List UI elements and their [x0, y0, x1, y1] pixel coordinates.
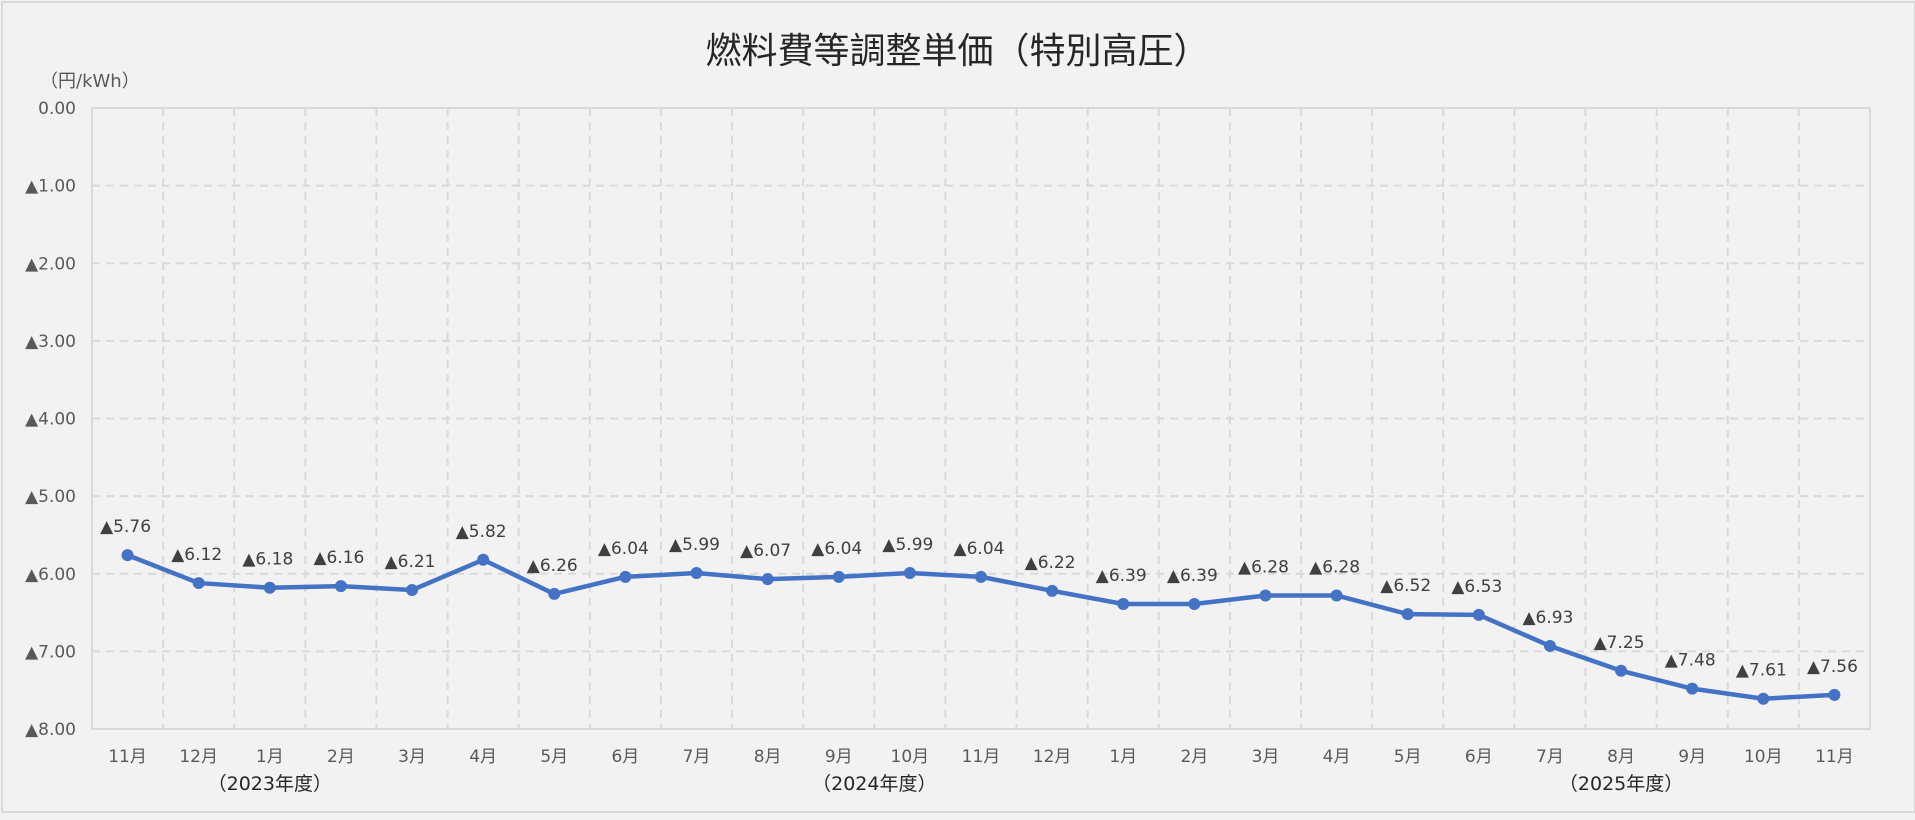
x-tick-label: 4月: [1323, 747, 1351, 767]
y-tick-label: ▲2.00: [25, 254, 76, 274]
data-label: ▲6.39: [1096, 566, 1147, 586]
x-tick-label: 8月: [754, 747, 782, 767]
x-tick-label: 11月: [1815, 747, 1854, 767]
x-tick-label: 10月: [1744, 747, 1783, 767]
data-label: ▲7.25: [1594, 633, 1645, 653]
data-label: ▲7.48: [1665, 651, 1716, 671]
data-point-marker: [903, 566, 916, 579]
y-tick-label: ▲7.00: [25, 642, 76, 662]
plot-area: [91, 107, 1871, 730]
x-tick-label: 4月: [469, 747, 497, 767]
data-point-marker: [1259, 589, 1272, 602]
y-axis-unit-label: （円/kWh）: [40, 71, 140, 92]
x-tick-label: 11月: [108, 747, 147, 767]
data-label: ▲6.12: [171, 545, 222, 565]
data-point-marker: [548, 587, 561, 600]
data-point-marker: [334, 580, 347, 593]
data-point-marker: [1401, 608, 1414, 621]
data-point-marker: [263, 581, 276, 594]
data-label: ▲7.56: [1807, 657, 1858, 677]
data-point-marker: [690, 566, 703, 579]
chart-title: 燃料費等調整単価（特別高圧）: [705, 31, 1210, 72]
data-label: ▲6.04: [598, 539, 649, 559]
x-tick-label: 1月: [256, 747, 284, 767]
data-point-marker: [121, 549, 134, 562]
data-label: ▲6.16: [313, 548, 364, 568]
x-tick-label: 2月: [1180, 747, 1208, 767]
data-label: ▲6.26: [527, 556, 578, 576]
data-point-marker: [761, 573, 774, 586]
y-tick-label: ▲6.00: [25, 565, 76, 585]
data-point-marker: [1188, 598, 1201, 611]
fiscal-year-label: （2025年度）: [1559, 773, 1683, 795]
data-label: ▲6.93: [1522, 608, 1573, 628]
y-tick-label: ▲1.00: [25, 177, 76, 197]
data-point-marker: [1615, 664, 1628, 677]
x-tick-label: 3月: [398, 747, 426, 767]
data-series: [121, 549, 1841, 705]
fiscal-year-labels: （2023年度） （2024年度） （2025年度）: [208, 773, 1684, 795]
x-tick-label: 8月: [1607, 747, 1635, 767]
data-label: ▲7.61: [1736, 661, 1787, 681]
data-label: ▲6.52: [1380, 576, 1431, 596]
data-label: ▲5.76: [100, 517, 151, 537]
data-point-marker: [1543, 639, 1556, 652]
data-point-marker: [1828, 688, 1841, 701]
data-label: ▲5.82: [456, 522, 507, 542]
x-tick-label: 5月: [1394, 747, 1422, 767]
x-tick-label: 7月: [683, 747, 711, 767]
data-point-marker: [406, 584, 419, 597]
data-label: ▲6.22: [1025, 553, 1076, 573]
plot-border: [91, 107, 1871, 730]
data-label: ▲6.21: [385, 552, 436, 572]
x-tick-label: 6月: [611, 747, 639, 767]
x-tick-label: 11月: [962, 747, 1001, 767]
data-label: ▲6.04: [811, 539, 862, 559]
data-label: ▲6.39: [1167, 566, 1218, 586]
data-point-marker: [1046, 584, 1059, 597]
x-tick-label: 1月: [1109, 747, 1137, 767]
data-label: ▲6.28: [1238, 557, 1289, 577]
data-label: ▲6.53: [1451, 577, 1502, 597]
data-point-marker: [1757, 692, 1770, 705]
y-tick-label: 0.00: [38, 99, 76, 119]
x-tick-label: 7月: [1536, 747, 1564, 767]
data-label: ▲6.07: [740, 541, 791, 561]
x-tick-label: 5月: [540, 747, 568, 767]
data-label: ▲6.28: [1309, 557, 1360, 577]
data-label: ▲6.18: [242, 550, 293, 570]
data-label: ▲5.99: [669, 535, 720, 555]
fiscal-year-label: （2023年度）: [208, 773, 332, 795]
x-axis-ticks: 11月 12月 1月 2月 3月 4月 5月 6月 7月 8月 9月 10月 11月 12月 1月 2月 3月 4…: [108, 747, 1854, 767]
y-tick-label: ▲3.00: [25, 332, 76, 352]
x-tick-label: 12月: [1033, 747, 1072, 767]
x-tick-label: 6月: [1465, 747, 1493, 767]
data-point-marker: [1330, 589, 1343, 602]
data-point-marker: [619, 570, 632, 583]
data-label: ▲6.04: [954, 539, 1005, 559]
data-label: ▲5.99: [882, 535, 933, 555]
x-tick-label: 2月: [327, 747, 355, 767]
x-tick-label: 12月: [179, 747, 218, 767]
data-point-marker: [1686, 682, 1699, 695]
fiscal-year-label: （2024年度）: [812, 773, 936, 795]
data-point-marker: [1117, 598, 1130, 611]
y-tick-label: ▲8.00: [25, 720, 76, 740]
data-point-marker: [477, 553, 490, 566]
y-tick-label: ▲4.00: [25, 410, 76, 430]
data-labels: ▲5.76 ▲6.12 ▲6.18 ▲6.16 ▲6.21 ▲5.82 ▲6.26 ▲6.04…: [100, 517, 1858, 681]
data-point-marker: [1472, 608, 1485, 621]
x-tick-label: 3月: [1252, 747, 1280, 767]
data-point-marker: [192, 577, 205, 590]
y-tick-label: ▲5.00: [25, 487, 76, 507]
data-point-marker: [832, 570, 845, 583]
x-tick-label: 9月: [1678, 747, 1706, 767]
y-axis-ticks: 0.00 ▲1.00 ▲2.00 ▲3.00 ▲4.00 ▲5.00 ▲6.00 ▲7.00 ▲…: [25, 99, 76, 740]
x-tick-label: 10月: [891, 747, 930, 767]
x-tick-label: 9月: [825, 747, 853, 767]
data-point-marker: [975, 570, 987, 583]
